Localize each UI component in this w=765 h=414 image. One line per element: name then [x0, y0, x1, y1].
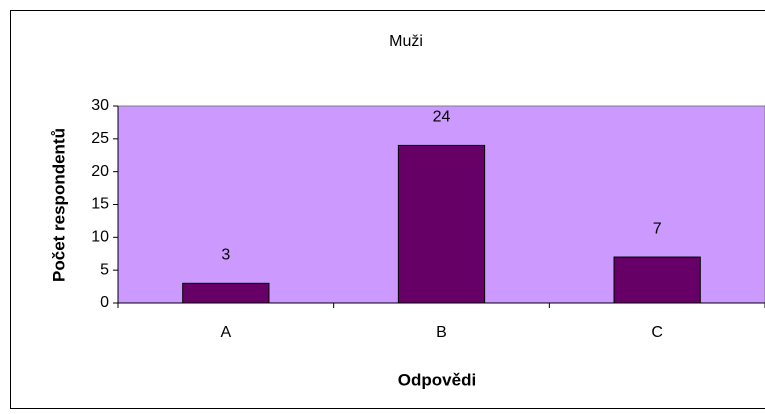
- y-tick-label: 20: [91, 163, 109, 180]
- y-tick-label: 10: [91, 229, 109, 246]
- data-label: 24: [433, 109, 451, 126]
- bar: [182, 282, 270, 304]
- data-label: 7: [653, 220, 662, 237]
- data-label: 3: [221, 247, 230, 264]
- bar: [613, 256, 701, 304]
- y-tick-label: 5: [100, 261, 109, 278]
- y-tick-label: 25: [91, 130, 109, 147]
- y-tick-label: 30: [91, 97, 109, 114]
- y-axis-label: Počet respondentů: [49, 128, 68, 282]
- x-tick-label: A: [220, 324, 231, 341]
- y-tick-label: 15: [91, 196, 109, 213]
- chart-title: Muži: [389, 33, 423, 50]
- x-axis-label: Odpovědi: [398, 370, 476, 389]
- y-tick-label: 0: [100, 294, 109, 311]
- x-tick-label: C: [651, 324, 663, 341]
- bar: [397, 144, 486, 304]
- x-tick-label: B: [436, 324, 447, 341]
